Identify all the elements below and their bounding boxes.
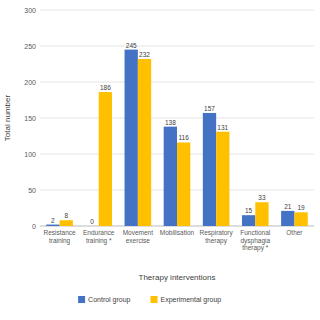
- bar: [46, 225, 59, 226]
- legend: Control group Experimental group: [78, 296, 221, 304]
- bar: [60, 220, 73, 226]
- data-label: 232: [139, 51, 150, 58]
- y-tick-label: 0: [32, 223, 36, 230]
- bar: [294, 212, 307, 226]
- bars: [46, 50, 307, 226]
- chart-root: 0 50 100 150 200 250 300 2 0 245 138 157 15 21 8 186 232…: [0, 0, 320, 320]
- legend-swatch: [78, 296, 85, 303]
- x-tick-line: therapy *: [242, 244, 268, 252]
- bar: [138, 59, 151, 226]
- data-label: 19: [297, 204, 305, 211]
- data-label: 15: [245, 207, 253, 214]
- grid-line: [40, 82, 314, 83]
- bar: [164, 127, 177, 226]
- grid-line: [40, 46, 314, 47]
- bar: [242, 215, 255, 226]
- x-tick-line: training: [49, 237, 71, 245]
- grid-line: [40, 10, 314, 11]
- x-tick-line: Endurance: [83, 229, 115, 236]
- x-tick-line: Functional: [240, 229, 271, 236]
- x-tick-label: Movementexercise: [123, 229, 154, 244]
- y-tick-label: 300: [24, 7, 36, 14]
- x-tick-label: Endurancetraining *: [83, 229, 115, 245]
- bar: [281, 211, 294, 226]
- bar: [125, 50, 138, 226]
- x-tick-line: therapy: [205, 237, 227, 245]
- y-tick-label: 50: [28, 187, 36, 194]
- y-tick-label: 200: [24, 79, 36, 86]
- bar: [255, 202, 268, 226]
- bar: [177, 142, 190, 226]
- bar: [85, 226, 98, 227]
- bar: [99, 92, 112, 226]
- x-tick-line: training *: [86, 237, 112, 245]
- y-axis-title: Total number: [3, 95, 12, 142]
- legend-swatch: [151, 296, 158, 303]
- y-tick-label: 150: [24, 115, 36, 122]
- x-axis-title: Therapy interventions: [139, 273, 216, 282]
- chart-svg: 0 50 100 150 200 250 300 2 0 245 138 157 15 21 8 186 232…: [0, 0, 320, 320]
- data-label: 21: [284, 203, 292, 210]
- data-label: 0: [90, 218, 94, 225]
- x-tick-line: Mobilisation: [160, 229, 195, 236]
- x-tick-line: Resistance: [43, 229, 76, 236]
- data-label: 116: [178, 134, 189, 141]
- x-tick-label: Functionaldysphagiatherapy *: [240, 229, 271, 252]
- legend-label: Control group: [88, 296, 131, 304]
- y-tick-label: 100: [24, 151, 36, 158]
- data-label: 2: [51, 217, 55, 224]
- data-label: 8: [64, 212, 68, 219]
- x-tick-label: Mobilisation: [160, 229, 195, 236]
- x-tick-line: exercise: [126, 237, 151, 244]
- data-label: 131: [217, 124, 228, 131]
- x-tick-label: Other: [286, 229, 303, 236]
- data-label: 138: [165, 119, 176, 126]
- x-tick-label: Respiratorytherapy: [200, 229, 234, 245]
- data-label: 157: [204, 105, 215, 112]
- x-tick-line: Movement: [123, 229, 154, 236]
- data-label: 186: [100, 84, 111, 91]
- legend-label: Experimental group: [161, 296, 222, 304]
- data-label: 245: [126, 42, 137, 49]
- y-tick-label: 250: [24, 43, 36, 50]
- x-tick-label: Resistancetraining: [43, 229, 76, 245]
- data-label: 33: [258, 194, 266, 201]
- bar: [216, 132, 229, 226]
- grid-line: [40, 118, 314, 119]
- x-tick-line: Other: [286, 229, 303, 236]
- bar: [203, 113, 216, 226]
